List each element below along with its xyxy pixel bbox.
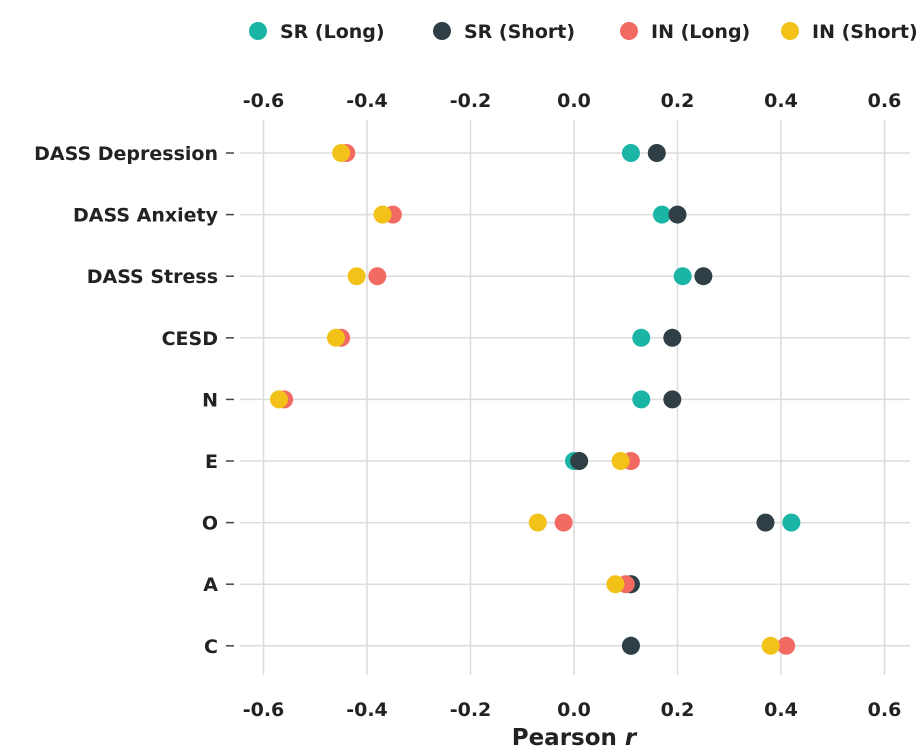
- x-tick-label-bottom: 0.2: [661, 699, 695, 721]
- x-tick-label-top: -0.2: [450, 90, 492, 112]
- data-point: [373, 205, 392, 224]
- data-point: [528, 513, 547, 532]
- y-category-label: O: [202, 513, 218, 535]
- y-category-label: C: [204, 636, 218, 658]
- x-axis-title-italic: r: [625, 725, 638, 751]
- legend-swatch: [249, 22, 267, 40]
- x-axis-title: Pearson r: [512, 725, 638, 751]
- data-point: [694, 267, 713, 286]
- grid: [240, 120, 910, 675]
- legend-swatch: [433, 22, 451, 40]
- x-tick-label-bottom: -0.4: [346, 699, 388, 721]
- x-tick-label-bottom: 0.6: [868, 699, 902, 721]
- data-point: [756, 513, 775, 532]
- data-point: [368, 267, 387, 286]
- data-point: [782, 513, 801, 532]
- data-point: [332, 144, 351, 162]
- data-point: [270, 390, 289, 409]
- data-point: [611, 452, 630, 470]
- x-tick-label-bottom: 0.4: [764, 699, 798, 721]
- data-point: [663, 390, 682, 409]
- data-point: [347, 267, 366, 286]
- y-category-label: DASS Stress: [87, 266, 218, 288]
- x-tick-label-bottom: -0.6: [243, 699, 285, 721]
- data-point: [777, 636, 796, 655]
- y-category-label: N: [202, 389, 218, 411]
- x-tick-label-top: 0.4: [764, 90, 798, 112]
- legend-swatch: [620, 22, 638, 40]
- data-point: [621, 144, 640, 162]
- legend-swatch: [781, 22, 799, 40]
- data-point: [673, 267, 692, 286]
- x-tick-label-top: 0.0: [557, 90, 591, 112]
- x-tick-label-top: -0.4: [346, 90, 388, 112]
- data-point: [632, 328, 651, 347]
- y-category-label: E: [205, 451, 218, 473]
- legend-label: SR (Short): [464, 21, 575, 43]
- x-tick-label-top: -0.6: [243, 90, 285, 112]
- data-point: [606, 575, 625, 594]
- series-points: [270, 144, 780, 655]
- x-tick-label-top: 0.2: [661, 90, 695, 112]
- data-points: [270, 144, 801, 655]
- data-point: [621, 636, 640, 655]
- y-category-label: A: [203, 574, 218, 596]
- x-axis-title-text: Pearson: [512, 725, 617, 751]
- x-tick-label-top: 0.6: [868, 90, 902, 112]
- data-point: [632, 390, 651, 409]
- legend-label: SR (Long): [280, 21, 385, 43]
- y-category-label: CESD: [162, 328, 218, 350]
- data-point: [663, 328, 682, 347]
- y-category-label: DASS Depression: [34, 143, 218, 165]
- legend: SR (Long) SR (Short) IN (Long) IN (Short): [249, 21, 918, 43]
- legend-label: IN (Short): [812, 21, 918, 43]
- data-point: [647, 144, 666, 162]
- y-category-label: DASS Anxiety: [73, 205, 219, 227]
- legend-label: IN (Long): [651, 21, 750, 43]
- x-axis-bottom: -0.6 -0.4 -0.2 0.0 0.2 0.4 0.6: [243, 699, 902, 721]
- data-point: [668, 205, 687, 224]
- x-tick-label-bottom: -0.2: [450, 699, 492, 721]
- data-point: [652, 205, 671, 224]
- data-point: [761, 636, 780, 655]
- x-tick-label-bottom: 0.0: [557, 699, 591, 721]
- data-point: [570, 452, 589, 470]
- data-point: [326, 328, 345, 347]
- x-axis-top: -0.6 -0.4 -0.2 0.0 0.2 0.4 0.6: [243, 90, 902, 112]
- data-point: [554, 513, 573, 532]
